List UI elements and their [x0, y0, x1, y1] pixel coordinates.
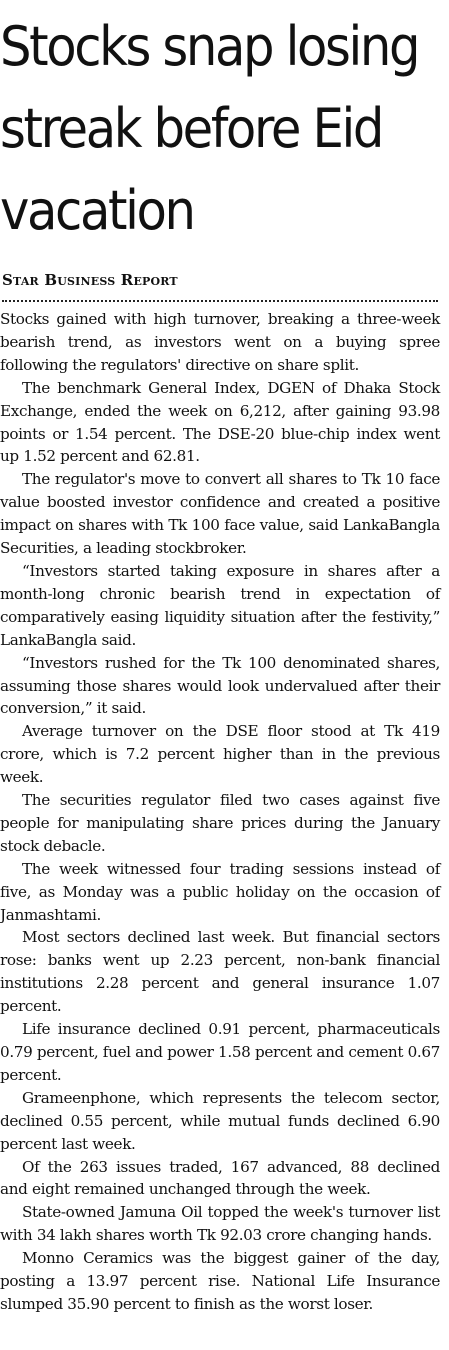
paragraph: Stocks gained with high turnover, breaki…	[0, 310, 440, 374]
paragraph: The securities regulator filed two cases…	[0, 791, 440, 855]
paragraph: The week witnessed four trading sessions…	[0, 859, 440, 924]
paragraph: Monno Ceramics was the biggest gainer of…	[0, 1249, 440, 1313]
paragraph: The benchmark General Index, DGEN of Dha…	[0, 378, 440, 466]
byline: Star Business Report	[2, 271, 178, 289]
paragraph: “Investors started taking exposure in sh…	[0, 561, 440, 649]
news-article: Stocks snap losing streak before Eid vac…	[0, 15, 440, 1316]
paragraph: State-owned Jamuna Oil topped the week's…	[0, 1203, 440, 1245]
paragraph: Life insurance declined 0.91 percent, ph…	[0, 1020, 440, 1084]
paragraph: The regulator's move to convert all shar…	[0, 470, 440, 558]
article-body: Stocks gained with high turnover, breaki…	[0, 308, 440, 1316]
paragraph: “Investors rushed for the Tk 100 denomin…	[0, 653, 440, 718]
paragraph: Of the 263 issues traded, 167 advanced, …	[0, 1157, 440, 1199]
dotted-divider	[2, 300, 438, 302]
paragraph: Most sectors declined last week. But fin…	[0, 928, 440, 1016]
paragraph: Grameenphone, which represents the telec…	[0, 1088, 440, 1153]
paragraph: Average turnover on the DSE floor stood …	[0, 722, 440, 787]
headline: Stocks snap losing streak before Eid vac…	[0, 15, 421, 242]
